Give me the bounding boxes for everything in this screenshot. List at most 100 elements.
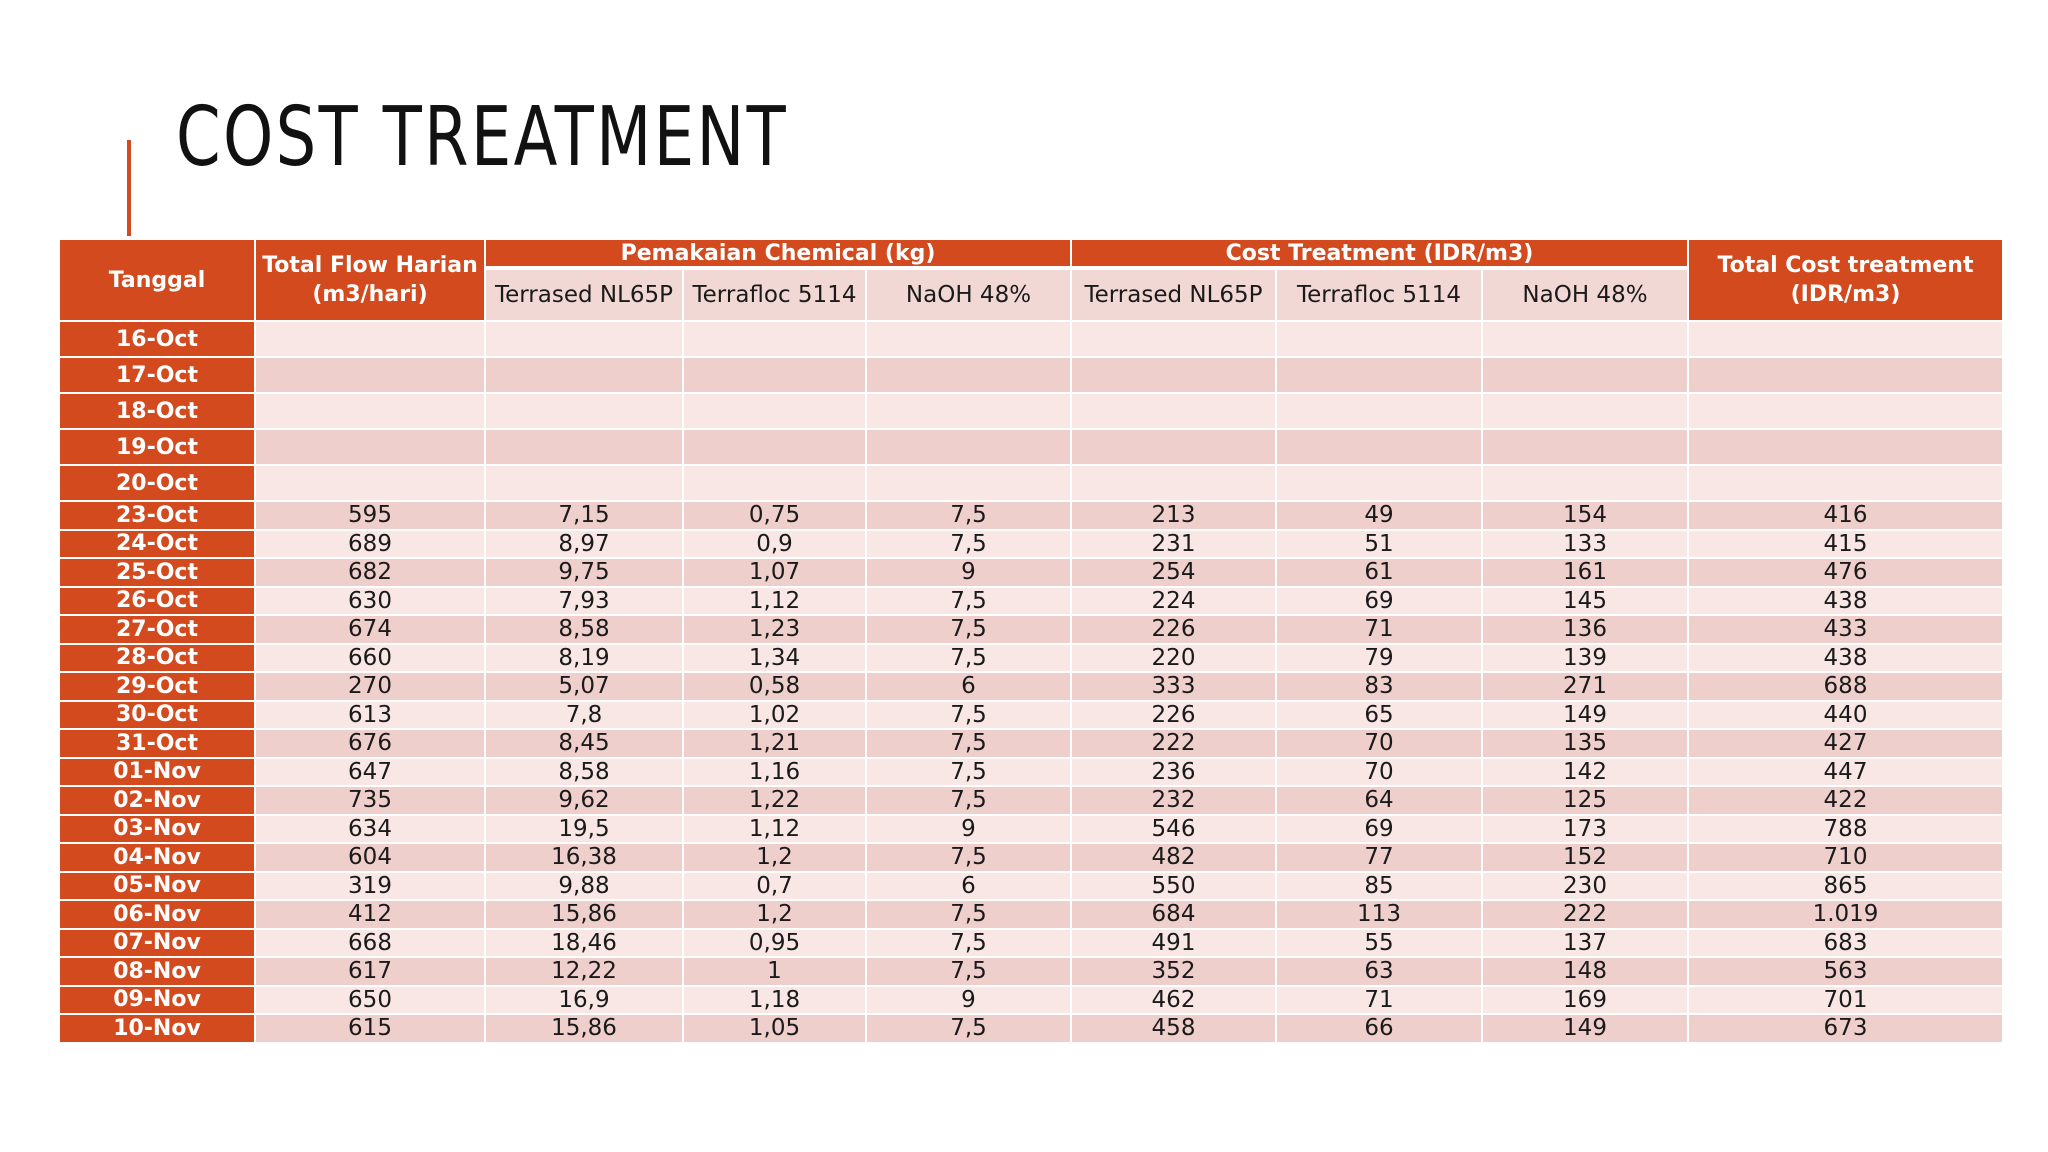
- cell-cost-terrased: 224: [1070, 585, 1277, 616]
- row-date: 06-Nov: [58, 899, 256, 930]
- cell-chemical-terrafloc: 1,2: [682, 842, 867, 873]
- row-date: 19-Oct: [58, 428, 256, 466]
- cell-total-cost: 438: [1687, 642, 2004, 673]
- cell-chemical-naoh: 7,5: [865, 642, 1072, 673]
- cell-cost-terrafloc: 69: [1275, 813, 1483, 844]
- cell-cost-naoh: 222: [1481, 899, 1689, 930]
- cell-chemical-naoh: [865, 464, 1072, 502]
- cell-total-flow: 668: [254, 927, 486, 958]
- table-row: 10-Nov 615 15,86 1,05 7,5 458 66 149 673: [58, 1013, 2004, 1044]
- cell-cost-terrased: [1070, 392, 1277, 430]
- cell-chemical-terrased: 5,07: [484, 671, 684, 702]
- cell-total-cost: 788: [1687, 813, 2004, 844]
- cell-total-cost: 476: [1687, 557, 2004, 588]
- cell-cost-terrafloc: 113: [1275, 899, 1483, 930]
- cell-cost-naoh: 173: [1481, 813, 1689, 844]
- cell-cost-naoh: 161: [1481, 557, 1689, 588]
- cell-chemical-terrafloc: 1,02: [682, 699, 867, 730]
- cell-chemical-naoh: 7,5: [865, 756, 1072, 787]
- cell-cost-naoh: 133: [1481, 528, 1689, 559]
- cell-chemical-terrafloc: 0,58: [682, 671, 867, 702]
- cost-treatment-table: Tanggal Total Flow Harian (m3/hari) Pema…: [58, 238, 2004, 1044]
- cell-cost-terrafloc: [1275, 428, 1483, 466]
- cell-cost-naoh: 230: [1481, 870, 1689, 901]
- cell-cost-terrased: 333: [1070, 671, 1277, 702]
- header-chemical-group: Pemakaian Chemical (kg): [484, 238, 1072, 270]
- cell-total-flow: 604: [254, 842, 486, 873]
- cell-chemical-terrafloc: 1: [682, 956, 867, 987]
- cell-chemical-terrased: 8,97: [484, 528, 684, 559]
- cell-cost-terrased: 462: [1070, 984, 1277, 1015]
- cell-cost-terrafloc: 66: [1275, 1013, 1483, 1044]
- cell-chemical-terrafloc: 1,22: [682, 785, 867, 816]
- cell-total-cost: 440: [1687, 699, 2004, 730]
- cell-cost-terrafloc: 51: [1275, 528, 1483, 559]
- cell-chemical-naoh: 7,5: [865, 899, 1072, 930]
- cell-total-cost: [1687, 356, 2004, 394]
- table-row: 25-Oct 682 9,75 1,07 9 254 61 161 476: [58, 557, 2004, 588]
- cell-cost-terrafloc: 71: [1275, 614, 1483, 645]
- cell-total-flow: 682: [254, 557, 486, 588]
- cell-total-flow: [254, 320, 486, 358]
- row-date: 27-Oct: [58, 614, 256, 645]
- cell-chemical-terrased: 8,58: [484, 756, 684, 787]
- cell-total-flow: 676: [254, 728, 486, 759]
- table-row: 18-Oct: [58, 392, 2004, 430]
- cell-chemical-terrased: 9,88: [484, 870, 684, 901]
- header-total-cost: Total Cost treatment (IDR/m3): [1687, 238, 2004, 322]
- cell-total-cost: [1687, 428, 2004, 466]
- cell-chemical-naoh: 7,5: [865, 728, 1072, 759]
- cell-cost-naoh: [1481, 356, 1689, 394]
- cell-cost-terrased: 226: [1070, 614, 1277, 645]
- cell-cost-naoh: [1481, 392, 1689, 430]
- table-row: 03-Nov 634 19,5 1,12 9 546 69 173 788: [58, 813, 2004, 844]
- table-row: 30-Oct 613 7,8 1,02 7,5 226 65 149 440: [58, 699, 2004, 730]
- cell-cost-terrafloc: 65: [1275, 699, 1483, 730]
- table-row: 04-Nov 604 16,38 1,2 7,5 482 77 152 710: [58, 842, 2004, 873]
- table-row: 05-Nov 319 9,88 0,7 6 550 85 230 865: [58, 870, 2004, 901]
- cell-cost-terrafloc: 70: [1275, 728, 1483, 759]
- cell-total-flow: 689: [254, 528, 486, 559]
- cell-chemical-terrased: [484, 392, 684, 430]
- cell-chemical-naoh: 7,5: [865, 585, 1072, 616]
- table-row: 24-Oct 689 8,97 0,9 7,5 231 51 133 415: [58, 528, 2004, 559]
- cell-cost-terrafloc: [1275, 356, 1483, 394]
- cell-total-flow: 735: [254, 785, 486, 816]
- cell-chemical-terrased: 16,38: [484, 842, 684, 873]
- cell-chemical-naoh: 6: [865, 671, 1072, 702]
- cell-cost-terrased: [1070, 356, 1277, 394]
- table-row: 29-Oct 270 5,07 0,58 6 333 83 271 688: [58, 671, 2004, 702]
- cell-chemical-terrased: 8,19: [484, 642, 684, 673]
- row-date: 04-Nov: [58, 842, 256, 873]
- row-date: 17-Oct: [58, 356, 256, 394]
- cell-cost-naoh: 125: [1481, 785, 1689, 816]
- cell-cost-terrafloc: 70: [1275, 756, 1483, 787]
- cell-chemical-terrased: 7,15: [484, 500, 684, 531]
- cell-total-cost: 563: [1687, 956, 2004, 987]
- cell-cost-terrased: 458: [1070, 1013, 1277, 1044]
- row-date: 16-Oct: [58, 320, 256, 358]
- cell-cost-naoh: 137: [1481, 927, 1689, 958]
- cell-total-flow: 615: [254, 1013, 486, 1044]
- cell-total-cost: 427: [1687, 728, 2004, 759]
- row-date: 24-Oct: [58, 528, 256, 559]
- cell-chemical-naoh: [865, 392, 1072, 430]
- row-date: 02-Nov: [58, 785, 256, 816]
- row-date: 01-Nov: [58, 756, 256, 787]
- cell-chemical-naoh: [865, 320, 1072, 358]
- page-title: COST TREATMENT: [176, 90, 789, 185]
- table-row: 17-Oct: [58, 356, 2004, 394]
- cell-cost-terrafloc: 63: [1275, 956, 1483, 987]
- cell-chemical-naoh: [865, 356, 1072, 394]
- cell-cost-terrafloc: [1275, 392, 1483, 430]
- cell-chemical-terrased: [484, 464, 684, 502]
- cell-total-flow: 674: [254, 614, 486, 645]
- cell-chemical-terrafloc: 1,34: [682, 642, 867, 673]
- cell-cost-terrafloc: 79: [1275, 642, 1483, 673]
- cell-chemical-terrafloc: 1,12: [682, 813, 867, 844]
- table-row: 08-Nov 617 12,22 1 7,5 352 63 148 563: [58, 956, 2004, 987]
- cell-cost-naoh: 154: [1481, 500, 1689, 531]
- row-date: 28-Oct: [58, 642, 256, 673]
- row-date: 31-Oct: [58, 728, 256, 759]
- cell-chemical-terrased: 18,46: [484, 927, 684, 958]
